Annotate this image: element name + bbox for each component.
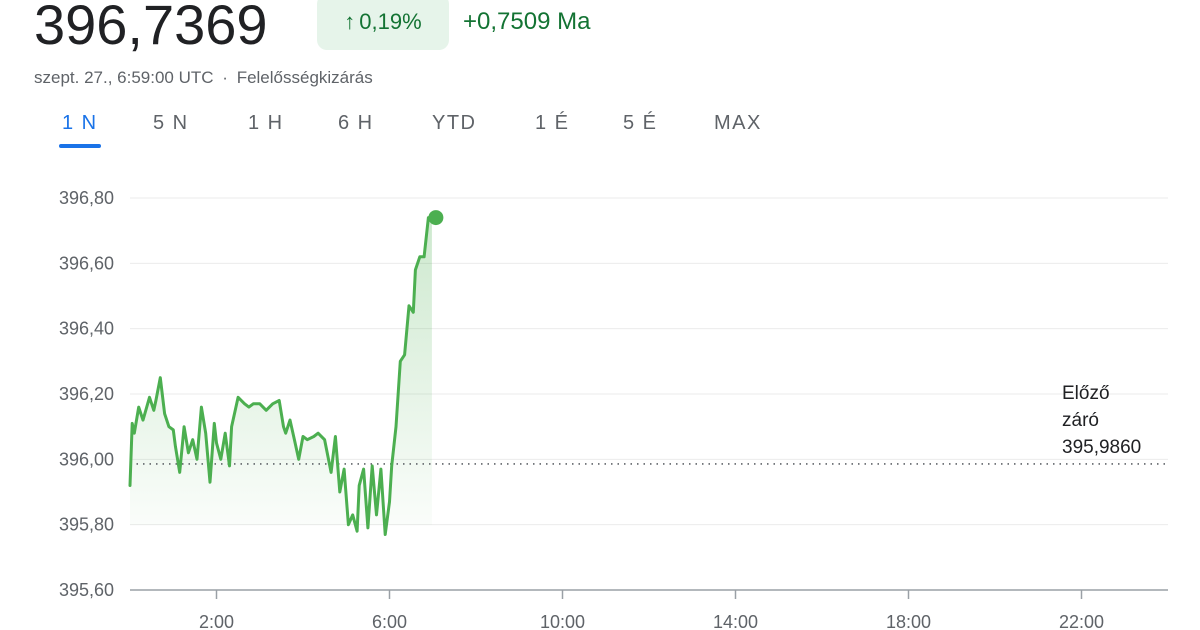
change-value: +0,7509 Ma — [463, 8, 591, 35]
active-tab-indicator — [59, 144, 101, 148]
y-tick-label: 396,20 — [59, 384, 114, 404]
previous-close-line1: Előző — [1062, 383, 1110, 404]
change-percent: 0,19% — [359, 9, 422, 34]
price-line — [128, 216, 434, 536]
y-tick-label: 395,80 — [59, 515, 114, 535]
y-tick-label: 396,00 — [59, 449, 114, 469]
timestamp-line: szept. 27., 6:59:00 UTC · Felelősségkizá… — [34, 68, 373, 88]
previous-close-value: 395,9860 — [1062, 437, 1142, 458]
x-tick-label: 2:00 — [199, 612, 234, 630]
y-tick-label: 396,80 — [59, 188, 114, 208]
x-tick-label: 6:00 — [372, 612, 407, 630]
previous-close-line2: záró — [1062, 410, 1099, 431]
price-area — [130, 217, 432, 535]
arrow-up-icon: ↑ — [344, 9, 356, 34]
tab-1-day[interactable]: 1 N — [62, 112, 98, 134]
previous-close-label: Előző záró 395,9860 — [1062, 380, 1141, 461]
x-tick-label: 22:00 — [1059, 612, 1104, 630]
x-tick-label: 18:00 — [886, 612, 931, 630]
tab-ytd[interactable]: YTD — [432, 112, 477, 134]
y-tick-label: 395,60 — [59, 580, 114, 600]
y-tick-label: 396,40 — [59, 319, 114, 339]
tab-1-month[interactable]: 1 H — [248, 112, 284, 134]
change-percent-badge: ↑ 0,19% — [317, 0, 449, 50]
tab-6-month[interactable]: 6 H — [338, 112, 374, 134]
y-tick-label: 396,60 — [59, 253, 114, 273]
tab-5-day[interactable]: 5 N — [153, 112, 189, 134]
last-price-dot — [428, 210, 444, 226]
tab-5-year[interactable]: 5 É — [623, 112, 658, 134]
timestamp: szept. 27., 6:59:00 UTC — [34, 68, 214, 87]
x-tick-label: 10:00 — [540, 612, 585, 630]
disclaimer-link[interactable]: Felelősségkizárás — [236, 68, 373, 87]
tab-1-year[interactable]: 1 É — [535, 112, 570, 134]
x-tick-label: 14:00 — [713, 612, 758, 630]
current-price: 396,7369 — [34, 0, 268, 56]
separator: · — [222, 68, 228, 87]
tab-max[interactable]: MAX — [714, 112, 762, 134]
